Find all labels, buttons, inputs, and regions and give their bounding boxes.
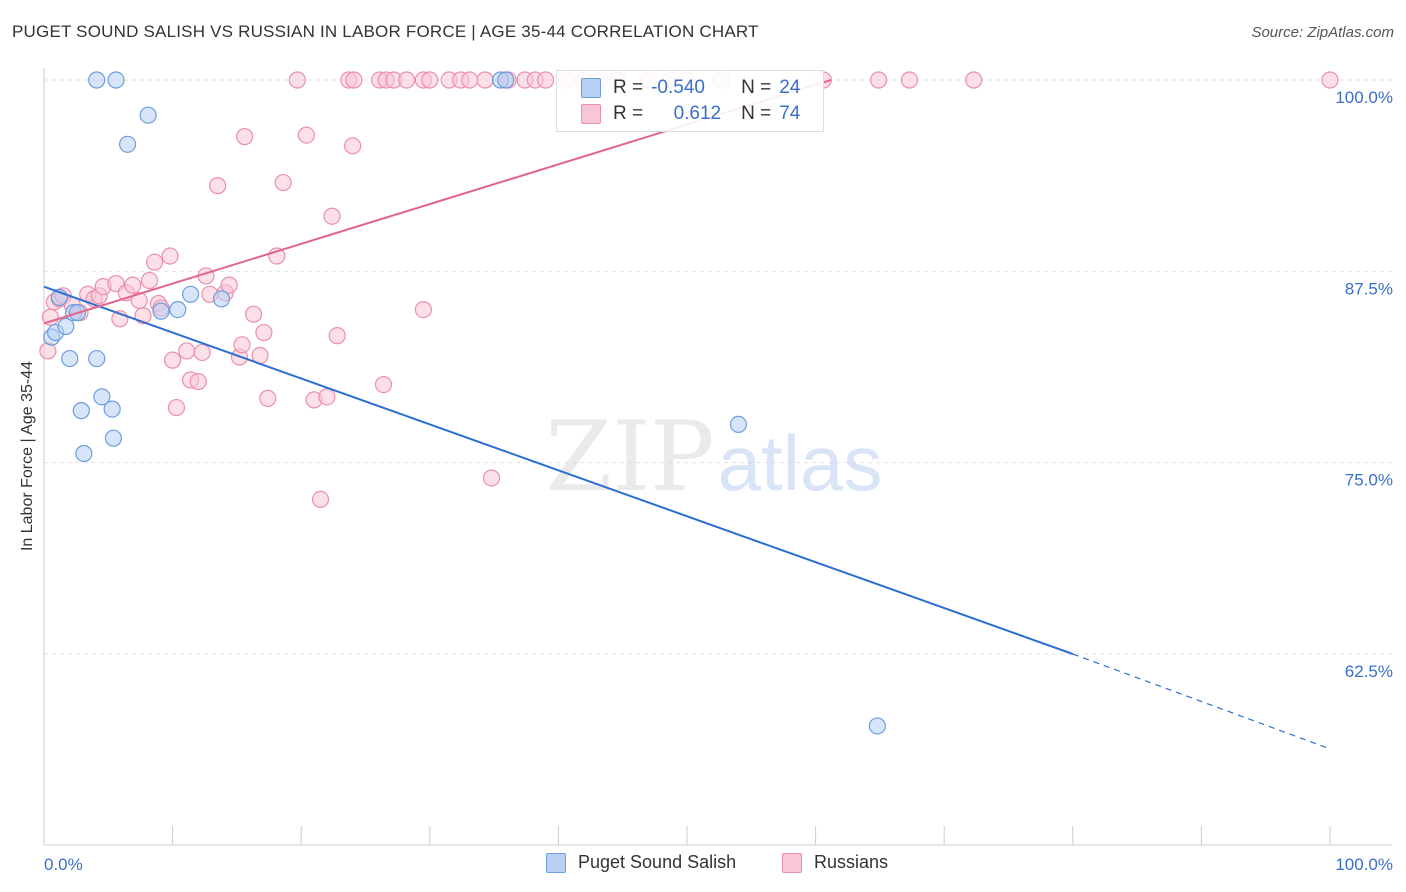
data-point-russians: [374, 376, 393, 394]
data-point-russians: [164, 351, 182, 369]
data-point-russians: [140, 271, 159, 290]
data-point-russians: [274, 173, 292, 192]
data-point-puget: [72, 402, 90, 420]
data-point-puget: [152, 302, 170, 320]
data-point-puget: [729, 415, 748, 433]
data-point-puget: [182, 285, 200, 303]
axis-layer: [43, 68, 1392, 846]
legend-r-value: -0.540: [651, 77, 705, 98]
y-tick-label: 100.0%: [1335, 88, 1393, 107]
y-tick-label: 75.0%: [1345, 471, 1393, 490]
series-name: Russians: [814, 852, 889, 872]
trendline-puget-extension: [1072, 653, 1331, 750]
data-point-russians: [870, 71, 888, 89]
data-point-russians: [345, 71, 363, 89]
watermark-atlas: atlas: [718, 419, 883, 507]
data-point-puget: [93, 388, 111, 406]
data-point-russians: [189, 372, 207, 391]
data-point-puget: [212, 290, 231, 308]
legend-r-label: R =: [613, 77, 644, 98]
data-point-russians: [245, 305, 263, 323]
grid-layer: [44, 79, 1392, 655]
data-point-russians: [421, 71, 439, 89]
data-point-puget: [107, 71, 125, 89]
data-point-russians: [965, 71, 983, 89]
legend-r-label: R =: [613, 103, 644, 124]
y-axis-label: In Labor Force | Age 35-44: [19, 360, 36, 552]
data-point-russians: [161, 247, 179, 265]
y-tick-label: 87.5%: [1345, 279, 1393, 298]
tick-labels: 62.5% 75.0% 87.5% 100.0% 0.0% 100.0%: [44, 88, 1393, 874]
data-point-russians: [414, 301, 432, 319]
legend-r-value: 0.612: [673, 103, 722, 124]
data-point-russians: [288, 71, 306, 89]
data-point-russians: [209, 177, 227, 195]
data-point-russians: [323, 207, 341, 225]
legend-n-label: N =: [741, 103, 772, 124]
series-legend-puget[interactable]: Puget Sound Salish: [546, 852, 736, 873]
series-legend: Puget Sound Salish Russians: [0, 852, 1406, 876]
legend-swatch-blue: [581, 78, 601, 98]
chart-title: PUGET SOUND SALISH VS RUSSIAN IN LABOR F…: [12, 22, 759, 41]
data-point-russians: [318, 388, 336, 406]
data-point-russians: [311, 490, 330, 509]
x-tick-label: 100.0%: [1335, 855, 1393, 874]
data-point-puget: [104, 429, 123, 447]
data-point-puget: [868, 717, 886, 735]
watermark: ZIP atlas: [545, 401, 882, 513]
series-legend-russians[interactable]: Russians: [782, 852, 888, 873]
data-point-russians: [1321, 71, 1339, 89]
legend-n-value: 74: [779, 103, 801, 124]
data-point-russians: [461, 71, 479, 89]
legend-row-russians: R = 0.612 N = 74: [581, 102, 800, 126]
data-point-puget: [118, 135, 137, 153]
data-point-russians: [178, 342, 196, 360]
legend-row-puget: R = -0.540 N = 24: [581, 76, 800, 100]
data-point-russians: [145, 253, 164, 271]
data-point-puget: [139, 106, 157, 124]
data-point-russians: [328, 327, 346, 345]
data-point-russians: [220, 276, 238, 294]
trendline-puget: [43, 285, 1074, 655]
series-swatch-blue: [546, 852, 566, 873]
data-point-russians: [167, 398, 186, 417]
data-point-russians: [900, 71, 919, 89]
legend-n-label: N =: [741, 77, 772, 98]
series-name: Puget Sound Salish: [578, 852, 737, 872]
data-point-russians: [297, 126, 315, 144]
data-point-russians: [193, 343, 211, 362]
data-point-russians: [344, 137, 362, 155]
data-point-russians: [482, 469, 501, 487]
data-point-puget: [57, 317, 75, 336]
data-point-russians: [124, 276, 142, 294]
legend-swatch-pink: [581, 104, 601, 124]
data-point-puget: [497, 71, 515, 89]
stats-legend: R = -0.540 N = 24 R = 0.612 N = 74: [556, 70, 824, 132]
data-point-russians: [233, 336, 251, 354]
data-point-russians: [536, 71, 555, 89]
source-label: Source: ZipAtlas.com: [1251, 24, 1394, 41]
legend-n-value: 24: [779, 77, 801, 98]
data-point-russians: [236, 128, 254, 146]
data-point-puget: [75, 444, 93, 463]
data-point-russians: [255, 323, 273, 342]
y-tick-label: 62.5%: [1345, 662, 1393, 681]
data-point-puget: [88, 71, 106, 89]
series-swatch-pink: [782, 852, 802, 873]
x-tick-label: 0.0%: [44, 855, 83, 874]
watermark-zip: ZIP: [545, 401, 714, 513]
data-point-russians: [476, 71, 494, 89]
data-point-russians: [398, 71, 416, 89]
data-point-russians: [259, 389, 277, 407]
data-point-puget: [169, 301, 187, 319]
data-point-puget: [103, 400, 121, 418]
data-point-puget: [88, 349, 106, 368]
data-point-puget: [61, 349, 79, 368]
